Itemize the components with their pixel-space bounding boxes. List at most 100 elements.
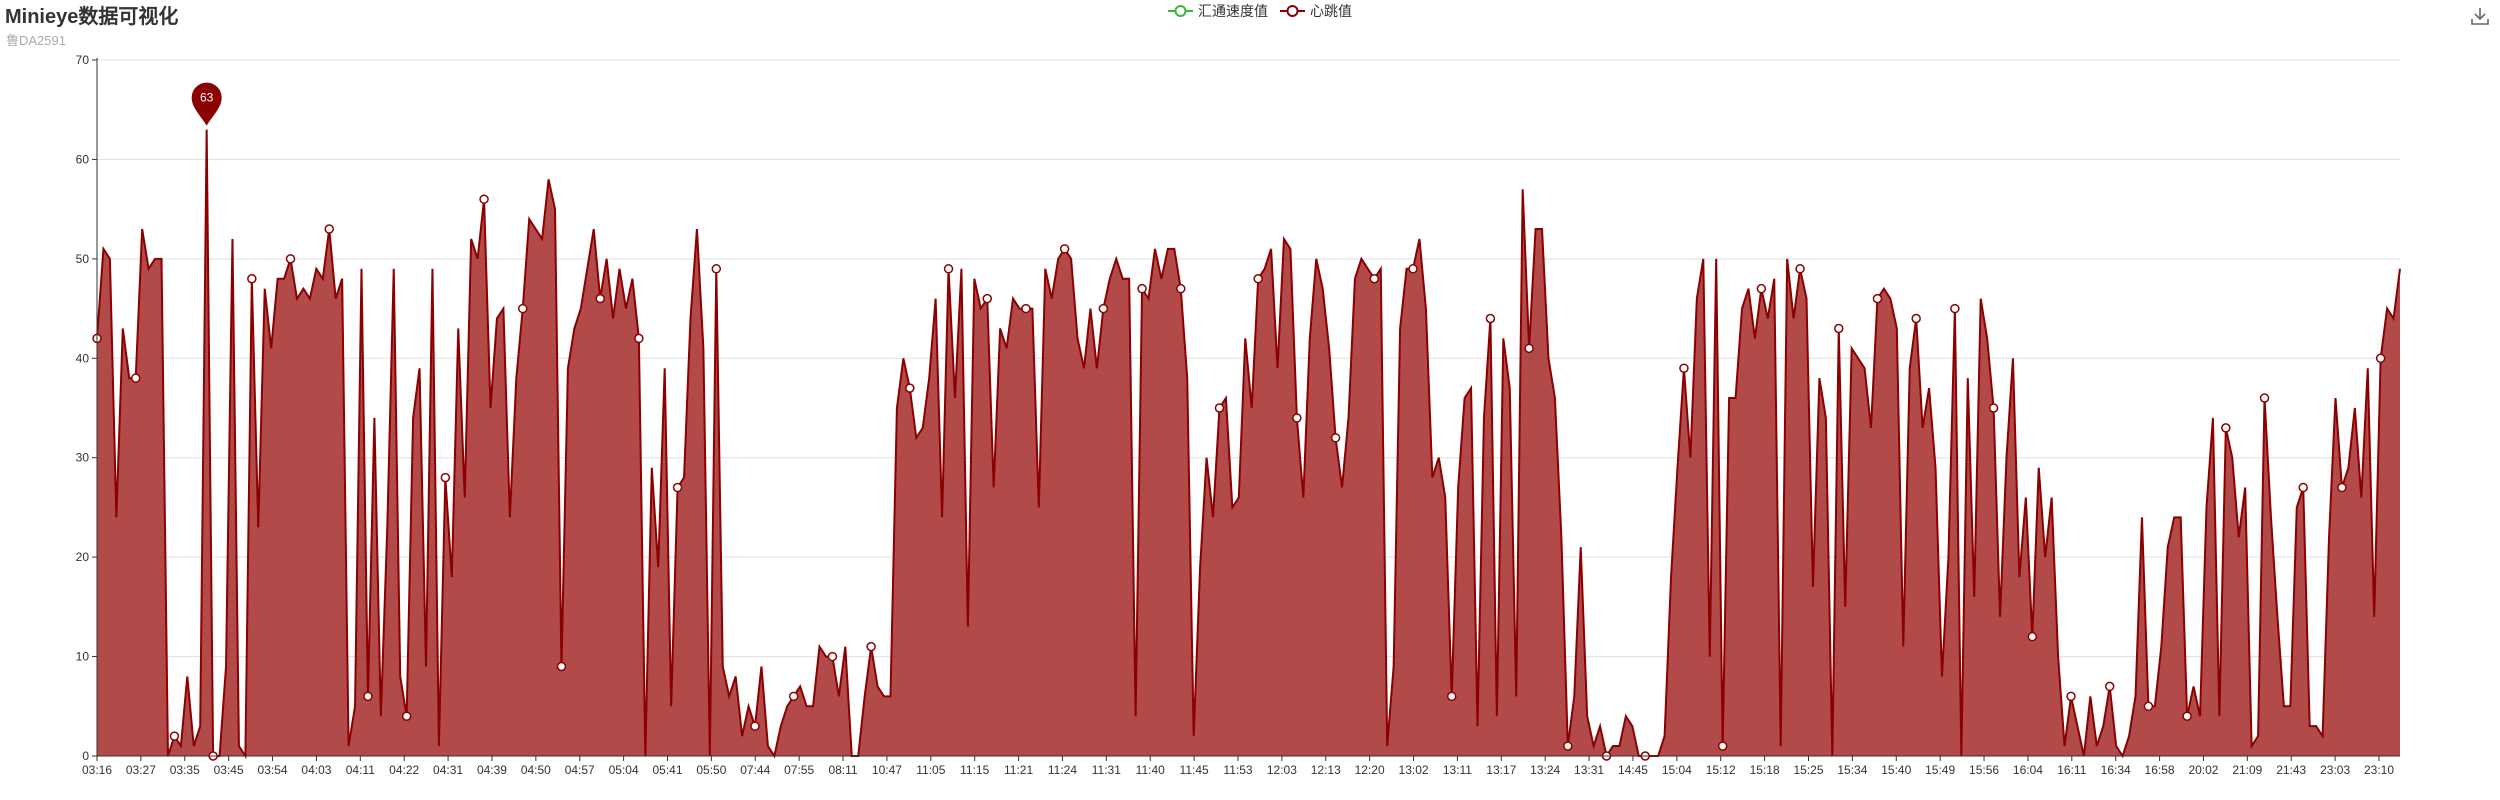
x-tick-label: 13:17 (1486, 763, 1516, 777)
data-point (2221, 423, 2231, 433)
x-tick-label: 08:11 (828, 763, 857, 777)
y-tick-label: 20 (76, 550, 90, 564)
data-point (2259, 393, 2270, 403)
data-point (1098, 303, 1109, 314)
x-tick-label: 15:18 (1750, 763, 1780, 777)
data-point (827, 651, 838, 662)
data-point (1369, 273, 1380, 284)
data-point (943, 264, 954, 274)
data-point (1408, 264, 1418, 274)
x-tick-label: 15:04 (1662, 763, 1692, 777)
x-tick-label: 07:55 (784, 763, 814, 777)
x-tick-label: 20:02 (2188, 763, 2218, 777)
legend-label-speed: 汇通速度值 (1198, 3, 1268, 19)
data-point (1679, 363, 1689, 373)
data-point (1059, 244, 1070, 254)
data-point (1485, 313, 1496, 324)
data-point (750, 721, 760, 731)
data-point (1137, 283, 1147, 294)
x-tick-label: 15:12 (1706, 763, 1736, 777)
data-point (2337, 482, 2347, 493)
data-point (1176, 283, 1186, 294)
data-point (866, 641, 876, 652)
data-point (1756, 283, 1767, 294)
x-tick-label: 13:11 (1443, 763, 1472, 777)
data-point (324, 224, 334, 234)
data-point (2027, 631, 2038, 642)
data-point (1988, 403, 1999, 413)
data-point (672, 482, 683, 493)
x-tick-label: 04:57 (565, 763, 595, 777)
x-tick-label: 04:31 (433, 763, 463, 777)
chart-subtitle: 鲁DA2591 (6, 33, 66, 48)
data-point (2182, 711, 2192, 721)
x-tick-label: 23:10 (2364, 763, 2394, 777)
x-tick-label: 07:44 (740, 763, 770, 777)
data-point (1330, 433, 1341, 443)
x-tick-label: 05:41 (652, 763, 682, 777)
x-tick-label: 23:03 (2320, 763, 2350, 777)
data-point (595, 293, 605, 304)
x-tick-label: 12:03 (1267, 763, 1297, 777)
y-tick-label: 40 (76, 351, 90, 365)
x-tick-label: 03:27 (126, 763, 156, 777)
x-tick-label: 11:45 (1180, 763, 1209, 777)
legend-item-heart[interactable]: 心跳值 (1280, 1, 1352, 21)
data-point (440, 472, 451, 483)
y-tick-label: 60 (76, 152, 90, 166)
x-tick-label: 15:49 (1925, 763, 1955, 777)
data-point (479, 194, 489, 204)
data-point (247, 273, 257, 284)
series-line (96, 129, 2401, 760)
data-point (1911, 313, 1921, 324)
data-point (2066, 691, 2076, 702)
data-point (982, 293, 992, 304)
x-tick-label: 13:31 (1574, 763, 1604, 777)
data-point (788, 691, 799, 702)
data-point (130, 373, 141, 383)
x-tick-label: 13:24 (1530, 763, 1560, 777)
data-point (518, 303, 528, 314)
data-point (1872, 293, 1883, 304)
x-tick-label: 11:24 (1048, 763, 1077, 777)
data-point (2104, 681, 2115, 692)
x-tick-label: 03:16 (82, 763, 112, 777)
legend-line-circle-icon (1280, 5, 1305, 17)
data-point (556, 661, 567, 672)
data-point (1950, 303, 1960, 314)
data-point (1834, 323, 1844, 334)
x-tick-label: 15:25 (1793, 763, 1823, 777)
x-tick-label: 15:56 (1969, 763, 1999, 777)
x-tick-label: 11:15 (960, 763, 989, 777)
max-markpoint-pin (191, 82, 222, 126)
x-tick-label: 12:20 (1355, 763, 1385, 777)
x-tick-label: 04:03 (301, 763, 331, 777)
x-tick-label: 05:04 (609, 763, 639, 777)
x-tick-label: 13:02 (1399, 763, 1429, 777)
legend-line-circle-icon (1168, 5, 1193, 17)
download-icon[interactable] (2470, 6, 2490, 26)
y-tick-label: 30 (76, 451, 90, 465)
x-tick-label: 21:43 (2276, 763, 2306, 777)
x-tick-label: 11:53 (1223, 763, 1252, 777)
x-tick-label: 12:13 (1311, 763, 1341, 777)
data-point (1446, 691, 1457, 702)
x-tick-label: 16:34 (2101, 763, 2131, 777)
data-point (1253, 273, 1263, 284)
x-tick-label: 03:35 (170, 763, 200, 777)
x-tick-label: 14:45 (1618, 763, 1648, 777)
y-tick-label: 50 (76, 252, 90, 266)
data-point (1292, 413, 1302, 423)
max-markpoint-label: 63 (200, 91, 214, 105)
data-point (1795, 264, 1805, 274)
x-tick-label: 16:04 (2013, 763, 2043, 777)
x-tick-label: 04:22 (389, 763, 419, 777)
data-point (634, 333, 644, 344)
legend-item-speed[interactable]: 汇通速度值 (1168, 1, 1268, 21)
legend: 汇通速度值 心跳值 (1168, 0, 1352, 22)
data-point (1214, 403, 1225, 413)
x-tick-label: 04:50 (521, 763, 551, 777)
x-tick-label: 10:47 (872, 763, 902, 777)
data-point (1021, 303, 1031, 314)
